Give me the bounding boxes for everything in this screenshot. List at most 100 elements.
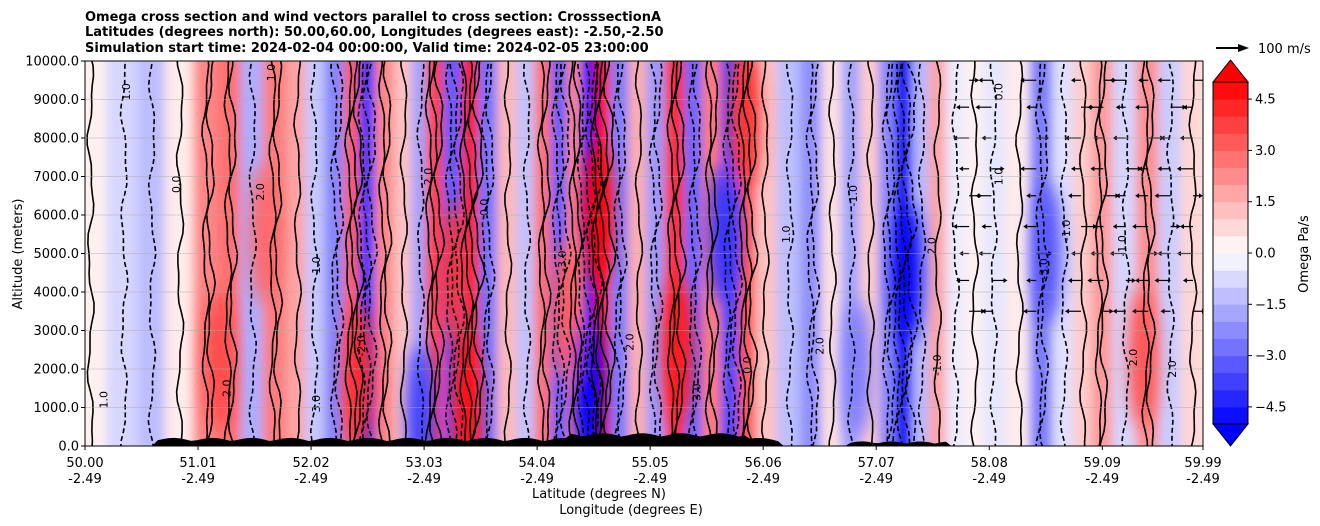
contour-label: 2.0: [926, 237, 939, 255]
wind-vector-head: [956, 104, 961, 110]
colorbar-tick-label: 3.0: [1255, 144, 1276, 159]
wind-vector-head: [1179, 224, 1184, 230]
colorbar-tick-label: 1.5: [1255, 195, 1276, 210]
contour-line: [248, 61, 258, 446]
wind-vector-head: [1135, 277, 1140, 283]
wind-vector-head: [1026, 193, 1031, 199]
y-tick-label: 7000.0: [34, 170, 80, 185]
y-tick-label: 9000.0: [34, 93, 80, 108]
colorbar-level: [1213, 116, 1248, 134]
x-tick-label-lon: -2.49: [859, 472, 893, 487]
x-tick-label-lat: 57.07: [858, 456, 895, 471]
contour-line: [847, 61, 857, 446]
y-tick-label: 6000.0: [34, 209, 80, 224]
x-tick-label-lon: -2.49: [294, 472, 328, 487]
wind-vector-head: [956, 277, 961, 283]
contour-line: [785, 61, 795, 446]
y-tick-label: 8000.0: [34, 132, 80, 147]
wind-vector-head: [1000, 166, 1005, 172]
colorbar-level: [1213, 133, 1248, 151]
contour-label: 2.0: [623, 333, 636, 351]
wind-vector-head: [1176, 166, 1181, 172]
wind-vector-head: [1068, 193, 1073, 199]
contour-label: -3.0: [1037, 258, 1050, 279]
wind-vector-head: [1087, 104, 1092, 110]
contour-label: 0.0: [993, 83, 1006, 101]
terrain: [85, 433, 1203, 446]
wind-vector-head: [1023, 224, 1028, 230]
x-tick-label-lon: -2.49: [407, 472, 441, 487]
contour-label: 2.0: [1127, 349, 1140, 367]
y-axis: 0.0 1000.0 2000.0 3000.0 4000.0 5000.0 6000.0 7…: [25, 55, 85, 455]
contour-line: [329, 61, 339, 446]
quiver-key: 100 m/s: [1216, 42, 1311, 57]
contour-label: -1.0: [847, 185, 860, 206]
colorbar-level: [1213, 372, 1248, 391]
contour-label: -2.0: [355, 335, 368, 356]
y-gridlines: [85, 99, 1203, 408]
colorbar-level: [1213, 150, 1248, 168]
contour-label: 2.0: [814, 337, 827, 355]
contour-label: 3.0: [691, 383, 704, 401]
chart-title-line-3: Simulation start time: 2024-02-04 00:00:…: [85, 41, 649, 56]
y-tick-label: 1000.0: [34, 401, 80, 416]
colorbar-level: [1213, 184, 1248, 203]
wind-vector-head: [1115, 104, 1120, 110]
wind-vector-head: [1112, 224, 1117, 230]
wind-vector-head: [1093, 224, 1098, 230]
contour-line: [881, 61, 891, 446]
x-tick-label-lat: 54.04: [519, 456, 556, 471]
wind-vector-head: [1003, 277, 1008, 283]
colorbar-level: [1213, 167, 1248, 186]
contour-line: [722, 61, 732, 446]
wind-vector-head: [1182, 277, 1187, 283]
contour-label: -1.0: [1060, 220, 1073, 241]
y-axis-label: Altitude (meters): [11, 199, 26, 310]
wind-vector-head: [1198, 193, 1203, 199]
wind-vector-head: [1026, 277, 1031, 283]
quiver-key-label: 100 m/s: [1258, 42, 1311, 57]
wind-vector-head: [1132, 308, 1137, 314]
wind-vector-head: [1090, 166, 1095, 172]
contour-line: [613, 61, 622, 446]
colorbar-label: Omega Pa/s: [1297, 215, 1312, 293]
contour-line: [522, 61, 532, 446]
colorbar-tick-label: −1.5: [1255, 298, 1287, 313]
contour-label: -1.0: [931, 354, 944, 375]
colorbar-tick-label: −3.0: [1255, 349, 1287, 364]
contour-line: [1034, 61, 1044, 446]
contour-line: [1059, 61, 1069, 446]
wind-vector-head: [1115, 193, 1120, 199]
colorbar-tick-label: 0.0: [1255, 247, 1276, 262]
contour-label: -1.0: [1116, 235, 1129, 256]
colorbar-level: [1213, 235, 1248, 254]
wind-vector-head: [1132, 224, 1137, 230]
chart-title-line-1: Omega cross section and wind vectors par…: [85, 10, 661, 25]
x-tick-label-lat: 58.08: [971, 456, 1008, 471]
colorbar: 4.5 3.0 1.5 0.0 −1.5 −3.0 −4.5: [1211, 59, 1287, 447]
x-tick-label-lat: 53.03: [405, 456, 442, 471]
contour-label: 0.0: [741, 356, 754, 374]
y-tick-label: 2000.0: [34, 363, 80, 378]
contour-label: 1.0: [780, 226, 793, 244]
wind-vector-head: [1182, 104, 1187, 110]
colorbar-level: [1213, 270, 1248, 288]
omega-blob: [406, 345, 435, 446]
wind-vector-head: [1160, 308, 1165, 314]
chart-title-line-2: Latitudes (degrees north): 50.00,60.00, …: [85, 25, 664, 40]
wind-vector-head: [1157, 166, 1162, 172]
contour-line: [951, 61, 961, 446]
x-axis-label-line-2: Longitude (degrees E): [559, 503, 703, 518]
contour-line: [576, 61, 586, 446]
colorbar-level: [1213, 99, 1248, 117]
x-tick-label-lat: 52.02: [292, 456, 329, 471]
x-tick-label-lon: -2.49: [1186, 472, 1220, 487]
y-tick-label: 4000.0: [34, 286, 80, 301]
wind-vector-head: [975, 77, 980, 83]
contour-line: [147, 61, 157, 446]
contour-line: [551, 61, 561, 446]
contour-line: [1166, 61, 1175, 446]
contour-line: [119, 61, 129, 446]
x-tick-label-lat: 50.00: [66, 456, 103, 471]
